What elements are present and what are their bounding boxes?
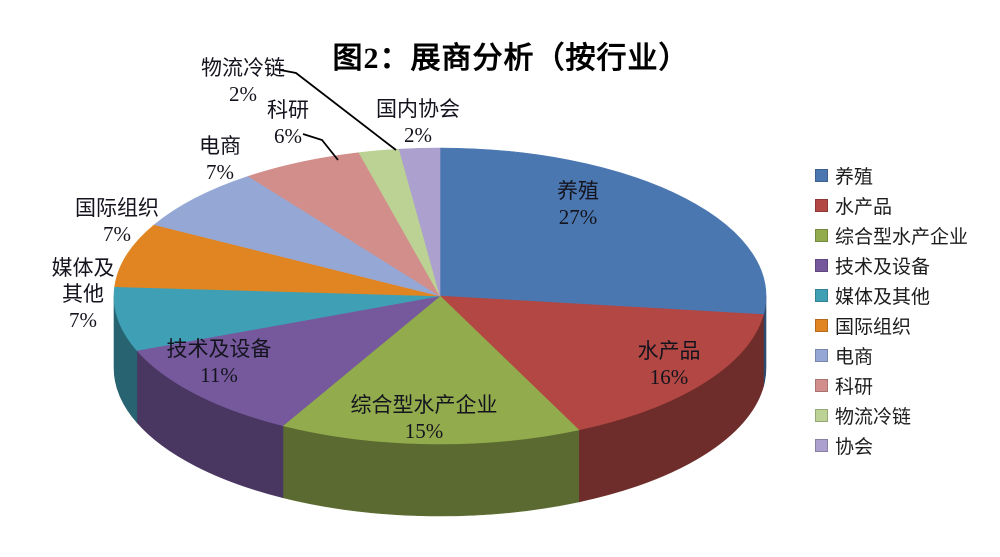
legend-item-物流冷链: 物流冷链 <box>815 400 968 430</box>
legend-swatch-icon <box>815 378 828 392</box>
legend-swatch-icon <box>815 438 828 452</box>
legend-item-养殖: 养殖 <box>815 160 968 190</box>
legend-label: 物流冷链 <box>835 406 912 428</box>
legend: 养殖水产品综合型水产企业 技术及设备媒体及其他国际组织电商科研物流冷链协会 <box>815 160 968 460</box>
legend-item-综合型水产企业: 综合型水产企业 <box>815 220 968 250</box>
legend-swatch-icon <box>815 228 828 242</box>
slice-label-国内协会: 国内协会 2% <box>376 97 460 147</box>
slice-label-水产品: 水产品 16% <box>637 339 701 389</box>
slice-label-养殖: 养殖 27% <box>557 179 599 229</box>
legend-label: 综合型水产企业 <box>835 226 969 248</box>
legend-item-电商: 电商 <box>815 340 968 370</box>
slice-label-电商: 电商 7% <box>199 134 241 184</box>
legend-swatch-icon <box>815 288 828 302</box>
legend-swatch-icon <box>815 198 828 212</box>
pie-slice-技术及设备[interactable] <box>136 295 442 427</box>
leader-line-物流冷链 <box>274 68 397 151</box>
pie-slice-国内协会[interactable] <box>398 147 441 297</box>
legend-item-媒体及其他: 媒体及其他 <box>815 280 968 310</box>
chart-title: 图2：展商分析（按行业） <box>332 42 690 75</box>
legend-label: 电商 <box>835 346 874 368</box>
pie-slice-电商[interactable] <box>153 175 441 297</box>
pie-slice-养殖[interactable] <box>439 147 767 315</box>
legend-item-科研: 科研 <box>815 370 968 400</box>
legend-item-技术及设备: 技术及设备 <box>815 250 968 280</box>
pie-slice-水产品[interactable] <box>439 295 764 431</box>
legend-label: 科研 <box>835 376 874 398</box>
legend-label: 媒体及其他 <box>835 286 931 308</box>
legend-swatch-icon <box>815 408 828 422</box>
legend-swatch-icon <box>815 168 828 182</box>
legend-label: 协会 <box>835 436 874 458</box>
slice-label-媒体及其他: 媒体及其他 7% <box>51 256 115 332</box>
legend-item-水产品: 水产品 <box>815 190 968 220</box>
pie-slice-媒体及其他[interactable] <box>113 286 441 351</box>
slice-label-物流冷链: 物流冷链 2% <box>201 56 285 106</box>
legend-swatch-icon <box>815 348 828 362</box>
legend-label: 养殖 <box>835 166 874 188</box>
pie-slice-国际组织[interactable] <box>114 224 441 297</box>
slice-label-国际组织: 国际组织 7% <box>75 196 159 246</box>
legend-item-国际组织: 国际组织 <box>815 310 968 340</box>
pie-slice-综合型水产企业[interactable] <box>282 295 580 445</box>
legend-label: 技术及设备 <box>835 256 931 278</box>
leader-line-科研 <box>302 133 339 161</box>
legend-swatch-icon <box>815 258 828 272</box>
legend-swatch-icon <box>815 318 828 332</box>
legend-label: 水产品 <box>835 196 893 218</box>
slice-label-技术及设备: 技术及设备 11% <box>166 337 272 387</box>
legend-label: 国际组织 <box>835 316 912 338</box>
slice-label-综合型水产企业: 综合型水产企业 15% <box>350 393 498 443</box>
legend-item-协会: 协会 <box>815 430 968 460</box>
pie-slice-科研[interactable] <box>247 152 441 297</box>
slice-label-科研: 科研 6% <box>267 98 309 148</box>
